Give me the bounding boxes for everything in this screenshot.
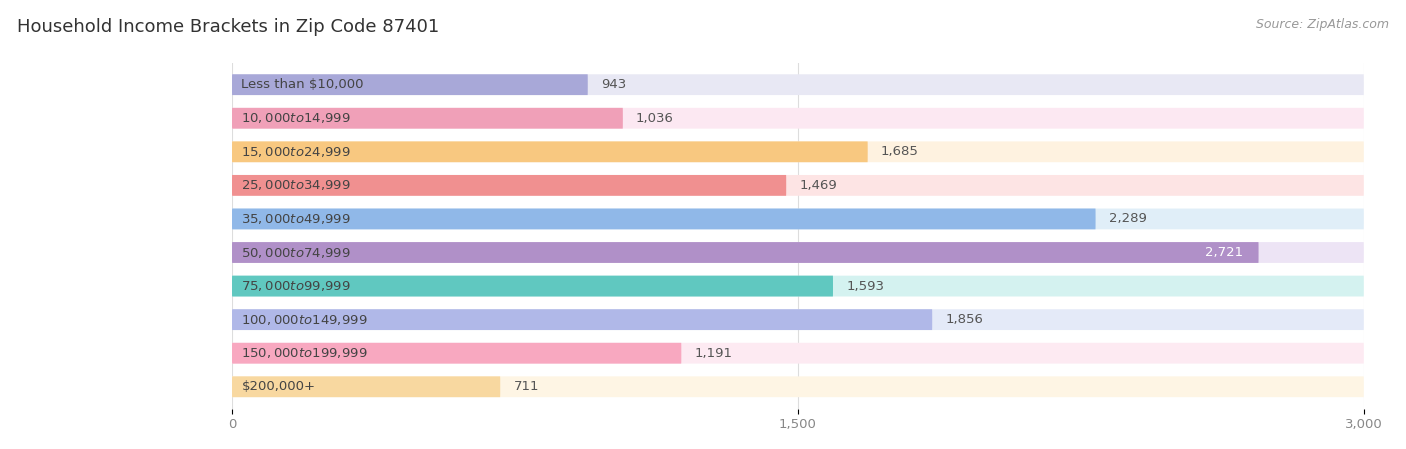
Text: $75,000 to $99,999: $75,000 to $99,999 xyxy=(242,279,352,293)
FancyBboxPatch shape xyxy=(232,141,868,162)
FancyBboxPatch shape xyxy=(232,74,1364,95)
FancyBboxPatch shape xyxy=(232,74,588,95)
FancyBboxPatch shape xyxy=(232,309,1364,330)
FancyBboxPatch shape xyxy=(232,208,1095,229)
Text: Less than $10,000: Less than $10,000 xyxy=(242,78,364,91)
FancyBboxPatch shape xyxy=(232,141,1364,162)
FancyBboxPatch shape xyxy=(232,376,501,397)
FancyBboxPatch shape xyxy=(232,108,623,129)
Text: 1,469: 1,469 xyxy=(800,179,837,192)
Text: 2,721: 2,721 xyxy=(1205,246,1243,259)
FancyBboxPatch shape xyxy=(232,309,932,330)
Text: $35,000 to $49,999: $35,000 to $49,999 xyxy=(242,212,352,226)
FancyBboxPatch shape xyxy=(232,242,1364,263)
Text: 1,856: 1,856 xyxy=(945,313,983,326)
FancyBboxPatch shape xyxy=(232,242,1258,263)
FancyBboxPatch shape xyxy=(232,175,1364,196)
Text: $10,000 to $14,999: $10,000 to $14,999 xyxy=(242,111,352,125)
FancyBboxPatch shape xyxy=(232,343,682,364)
Text: $25,000 to $34,999: $25,000 to $34,999 xyxy=(242,178,352,192)
Text: 1,593: 1,593 xyxy=(846,280,884,293)
FancyBboxPatch shape xyxy=(232,376,1364,397)
FancyBboxPatch shape xyxy=(232,343,1364,364)
FancyBboxPatch shape xyxy=(232,276,1364,296)
Text: Household Income Brackets in Zip Code 87401: Household Income Brackets in Zip Code 87… xyxy=(17,18,439,36)
Text: 2,289: 2,289 xyxy=(1109,212,1147,225)
Text: 711: 711 xyxy=(513,380,538,393)
Text: 1,036: 1,036 xyxy=(636,112,673,125)
FancyBboxPatch shape xyxy=(232,276,832,296)
Text: $50,000 to $74,999: $50,000 to $74,999 xyxy=(242,246,352,260)
Text: $15,000 to $24,999: $15,000 to $24,999 xyxy=(242,145,352,159)
Text: $200,000+: $200,000+ xyxy=(242,380,315,393)
FancyBboxPatch shape xyxy=(232,108,1364,129)
FancyBboxPatch shape xyxy=(232,208,1364,229)
Text: 943: 943 xyxy=(600,78,626,91)
Text: 1,685: 1,685 xyxy=(882,145,918,158)
Text: $150,000 to $199,999: $150,000 to $199,999 xyxy=(242,346,368,360)
FancyBboxPatch shape xyxy=(232,175,786,196)
Text: 1,191: 1,191 xyxy=(695,347,733,360)
Text: $100,000 to $149,999: $100,000 to $149,999 xyxy=(242,313,368,326)
Text: Source: ZipAtlas.com: Source: ZipAtlas.com xyxy=(1256,18,1389,31)
